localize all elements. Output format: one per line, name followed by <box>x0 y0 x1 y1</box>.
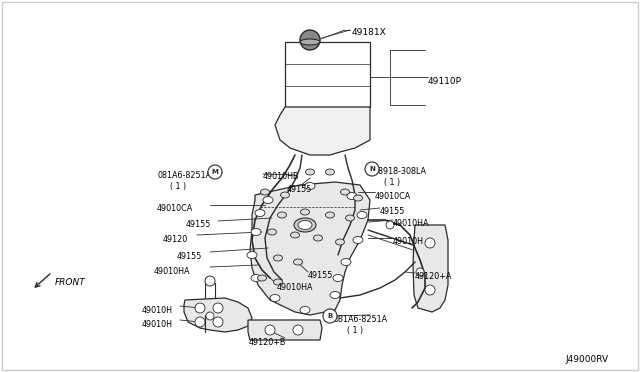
Ellipse shape <box>255 209 265 217</box>
Ellipse shape <box>333 275 343 282</box>
Ellipse shape <box>300 39 320 45</box>
Text: 49010HA: 49010HA <box>154 267 191 276</box>
Ellipse shape <box>251 228 261 235</box>
Ellipse shape <box>270 295 280 301</box>
Ellipse shape <box>330 292 340 298</box>
Text: B: B <box>328 313 333 319</box>
Text: 49010HB: 49010HB <box>263 172 300 181</box>
Text: 49010CA: 49010CA <box>375 192 412 201</box>
Ellipse shape <box>326 212 335 218</box>
Ellipse shape <box>278 212 287 218</box>
Text: 49010H: 49010H <box>142 306 173 315</box>
Circle shape <box>265 325 275 335</box>
Text: 49181X: 49181X <box>352 28 387 37</box>
Text: 49010H: 49010H <box>142 320 173 329</box>
Polygon shape <box>275 107 370 155</box>
Circle shape <box>205 276 215 286</box>
Circle shape <box>300 30 320 50</box>
Text: 49155: 49155 <box>186 220 211 229</box>
Polygon shape <box>248 320 322 340</box>
Text: ( 1 ): ( 1 ) <box>347 326 363 335</box>
Text: 49120: 49120 <box>163 235 188 244</box>
Text: 08918-308LA: 08918-308LA <box>374 167 427 176</box>
Text: 081A6-8251A: 081A6-8251A <box>333 315 387 324</box>
Text: 49010HA: 49010HA <box>277 283 314 292</box>
Ellipse shape <box>341 259 351 266</box>
Text: 49155: 49155 <box>287 185 312 194</box>
Text: ( 1 ): ( 1 ) <box>170 182 186 191</box>
Ellipse shape <box>263 196 273 203</box>
Text: 49010HA: 49010HA <box>393 219 429 228</box>
Text: 49155: 49155 <box>308 271 333 280</box>
Polygon shape <box>413 225 448 312</box>
Text: 081A6-8251A: 081A6-8251A <box>158 171 212 180</box>
Circle shape <box>386 221 394 229</box>
Circle shape <box>208 165 222 179</box>
Circle shape <box>206 312 214 320</box>
Ellipse shape <box>347 192 357 199</box>
Circle shape <box>425 285 435 295</box>
Ellipse shape <box>251 275 261 282</box>
Circle shape <box>213 303 223 313</box>
Ellipse shape <box>300 307 310 314</box>
Ellipse shape <box>298 221 312 230</box>
Circle shape <box>365 162 379 176</box>
Ellipse shape <box>353 195 362 201</box>
Ellipse shape <box>294 259 303 265</box>
Circle shape <box>293 325 303 335</box>
Ellipse shape <box>346 215 355 221</box>
Text: 49120+B: 49120+B <box>249 338 286 347</box>
Polygon shape <box>250 182 370 315</box>
Ellipse shape <box>335 239 344 245</box>
Ellipse shape <box>357 212 367 218</box>
Text: 49010CA: 49010CA <box>157 204 193 213</box>
Circle shape <box>195 317 205 327</box>
Ellipse shape <box>326 169 335 175</box>
Ellipse shape <box>305 169 314 175</box>
Circle shape <box>416 268 424 276</box>
Ellipse shape <box>273 255 282 261</box>
Text: 49155: 49155 <box>380 207 405 216</box>
Text: N: N <box>369 166 375 172</box>
Text: 49010H: 49010H <box>393 237 424 246</box>
Circle shape <box>323 309 337 323</box>
Circle shape <box>195 303 205 313</box>
Text: M: M <box>212 169 218 175</box>
Ellipse shape <box>268 229 276 235</box>
Ellipse shape <box>314 235 323 241</box>
Circle shape <box>425 238 435 248</box>
Ellipse shape <box>340 189 349 195</box>
Text: J49000RV: J49000RV <box>565 355 608 364</box>
Ellipse shape <box>280 192 289 198</box>
Ellipse shape <box>260 189 269 195</box>
Polygon shape <box>184 298 252 332</box>
Ellipse shape <box>273 279 282 285</box>
Bar <box>285 42 370 107</box>
Text: 49120+A: 49120+A <box>415 272 452 281</box>
Ellipse shape <box>294 218 316 232</box>
Text: ( 1 ): ( 1 ) <box>384 178 400 187</box>
Text: 49155: 49155 <box>177 252 202 261</box>
Ellipse shape <box>305 183 315 189</box>
Text: 49110P: 49110P <box>428 77 462 86</box>
Circle shape <box>213 317 223 327</box>
Ellipse shape <box>247 251 257 259</box>
Ellipse shape <box>291 232 300 238</box>
Text: FRONT: FRONT <box>55 278 86 287</box>
Ellipse shape <box>257 275 266 281</box>
Ellipse shape <box>301 209 310 215</box>
Ellipse shape <box>353 237 363 244</box>
